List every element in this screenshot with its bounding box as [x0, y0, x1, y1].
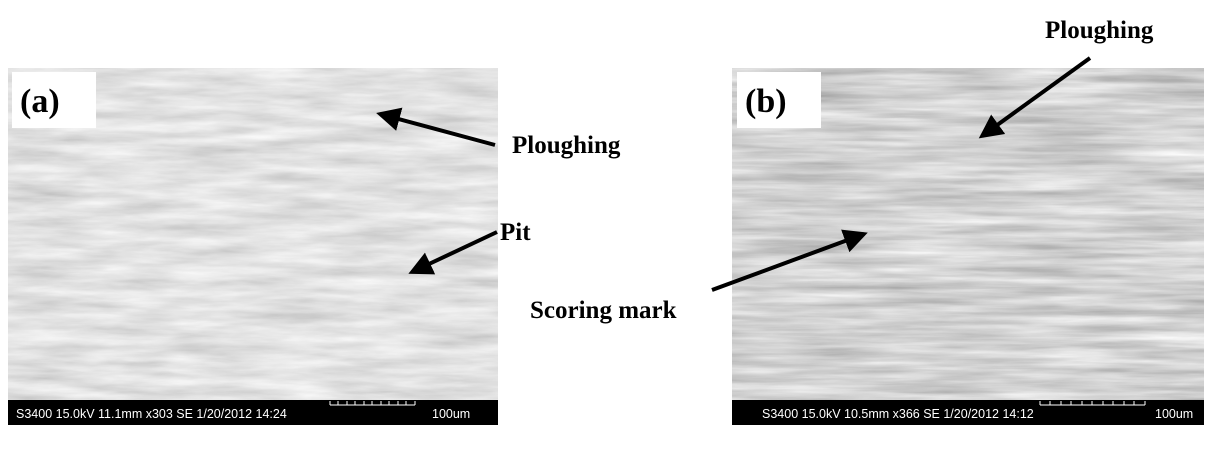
annotation: Ploughing — [1045, 17, 1154, 44]
annotation: Pit — [500, 219, 531, 246]
panel-a: S3400 15.0kV 11.1mm x303 SE 1/20/2012 14… — [8, 68, 621, 425]
annotation: Scoring mark — [530, 297, 677, 324]
scale-text: 100um — [1155, 407, 1193, 421]
info-text: S3400 15.0kV 10.5mm x366 SE 1/20/2012 14… — [762, 407, 1034, 421]
annotation: Ploughing — [512, 132, 621, 159]
figure: S3400 15.0kV 11.1mm x303 SE 1/20/2012 14… — [0, 0, 1206, 452]
panel-b: S3400 15.0kV 10.5mm x366 SE 1/20/2012 14… — [530, 17, 1204, 425]
panel-label: (b) — [745, 83, 787, 120]
scale-text: 100um — [432, 407, 470, 421]
panel-label: (a) — [20, 83, 60, 120]
info-text: S3400 15.0kV 11.1mm x303 SE 1/20/2012 14… — [16, 407, 287, 421]
